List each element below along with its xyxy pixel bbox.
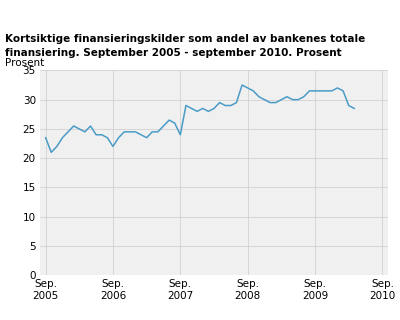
Text: Prosent: Prosent bbox=[5, 58, 44, 68]
Text: Kortsiktige finansieringskilder som andel av bankenes totale: Kortsiktige finansieringskilder som ande… bbox=[5, 34, 366, 44]
Text: finansiering. September 2005 - september 2010. Prosent: finansiering. September 2005 - september… bbox=[5, 48, 342, 58]
